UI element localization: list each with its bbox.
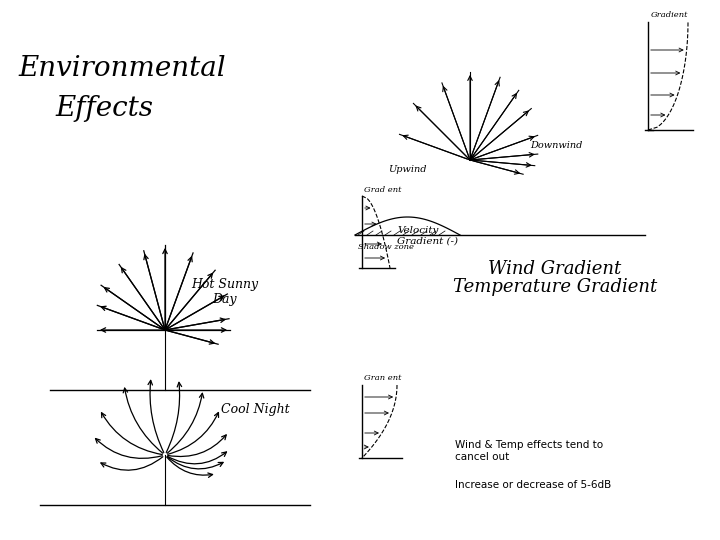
FancyArrowPatch shape — [167, 393, 204, 453]
Text: Increase or decrease of 5-6dB: Increase or decrease of 5-6dB — [455, 480, 611, 490]
FancyArrowPatch shape — [102, 413, 162, 455]
Text: Gran ent: Gran ent — [364, 374, 402, 382]
Text: Cool Night: Cool Night — [221, 403, 289, 416]
Text: Downwind: Downwind — [530, 140, 582, 150]
FancyArrowPatch shape — [168, 413, 219, 454]
FancyArrowPatch shape — [123, 388, 163, 453]
FancyArrowPatch shape — [166, 382, 181, 453]
Text: Shadow zone: Shadow zone — [358, 243, 414, 251]
Text: Upwind: Upwind — [388, 165, 426, 174]
Text: Effects: Effects — [55, 95, 153, 122]
FancyArrowPatch shape — [167, 457, 223, 469]
Text: Velocity
Gradient (-): Velocity Gradient (-) — [397, 226, 458, 245]
FancyArrowPatch shape — [148, 380, 163, 453]
FancyArrowPatch shape — [96, 438, 162, 458]
Text: Grad ent: Grad ent — [364, 186, 402, 194]
FancyArrowPatch shape — [101, 457, 163, 470]
Text: Wind Gradient: Wind Gradient — [488, 260, 621, 278]
Text: Environmental: Environmental — [18, 55, 225, 82]
FancyArrowPatch shape — [168, 435, 226, 456]
Text: Temperature Gradient: Temperature Gradient — [453, 278, 657, 296]
Text: Hot Sunny
Day: Hot Sunny Day — [192, 278, 258, 306]
FancyArrowPatch shape — [168, 452, 227, 464]
Text: Wind & Temp effects tend to
cancel out: Wind & Temp effects tend to cancel out — [455, 440, 603, 462]
FancyArrowPatch shape — [167, 457, 212, 477]
Text: Gradient: Gradient — [651, 11, 688, 19]
